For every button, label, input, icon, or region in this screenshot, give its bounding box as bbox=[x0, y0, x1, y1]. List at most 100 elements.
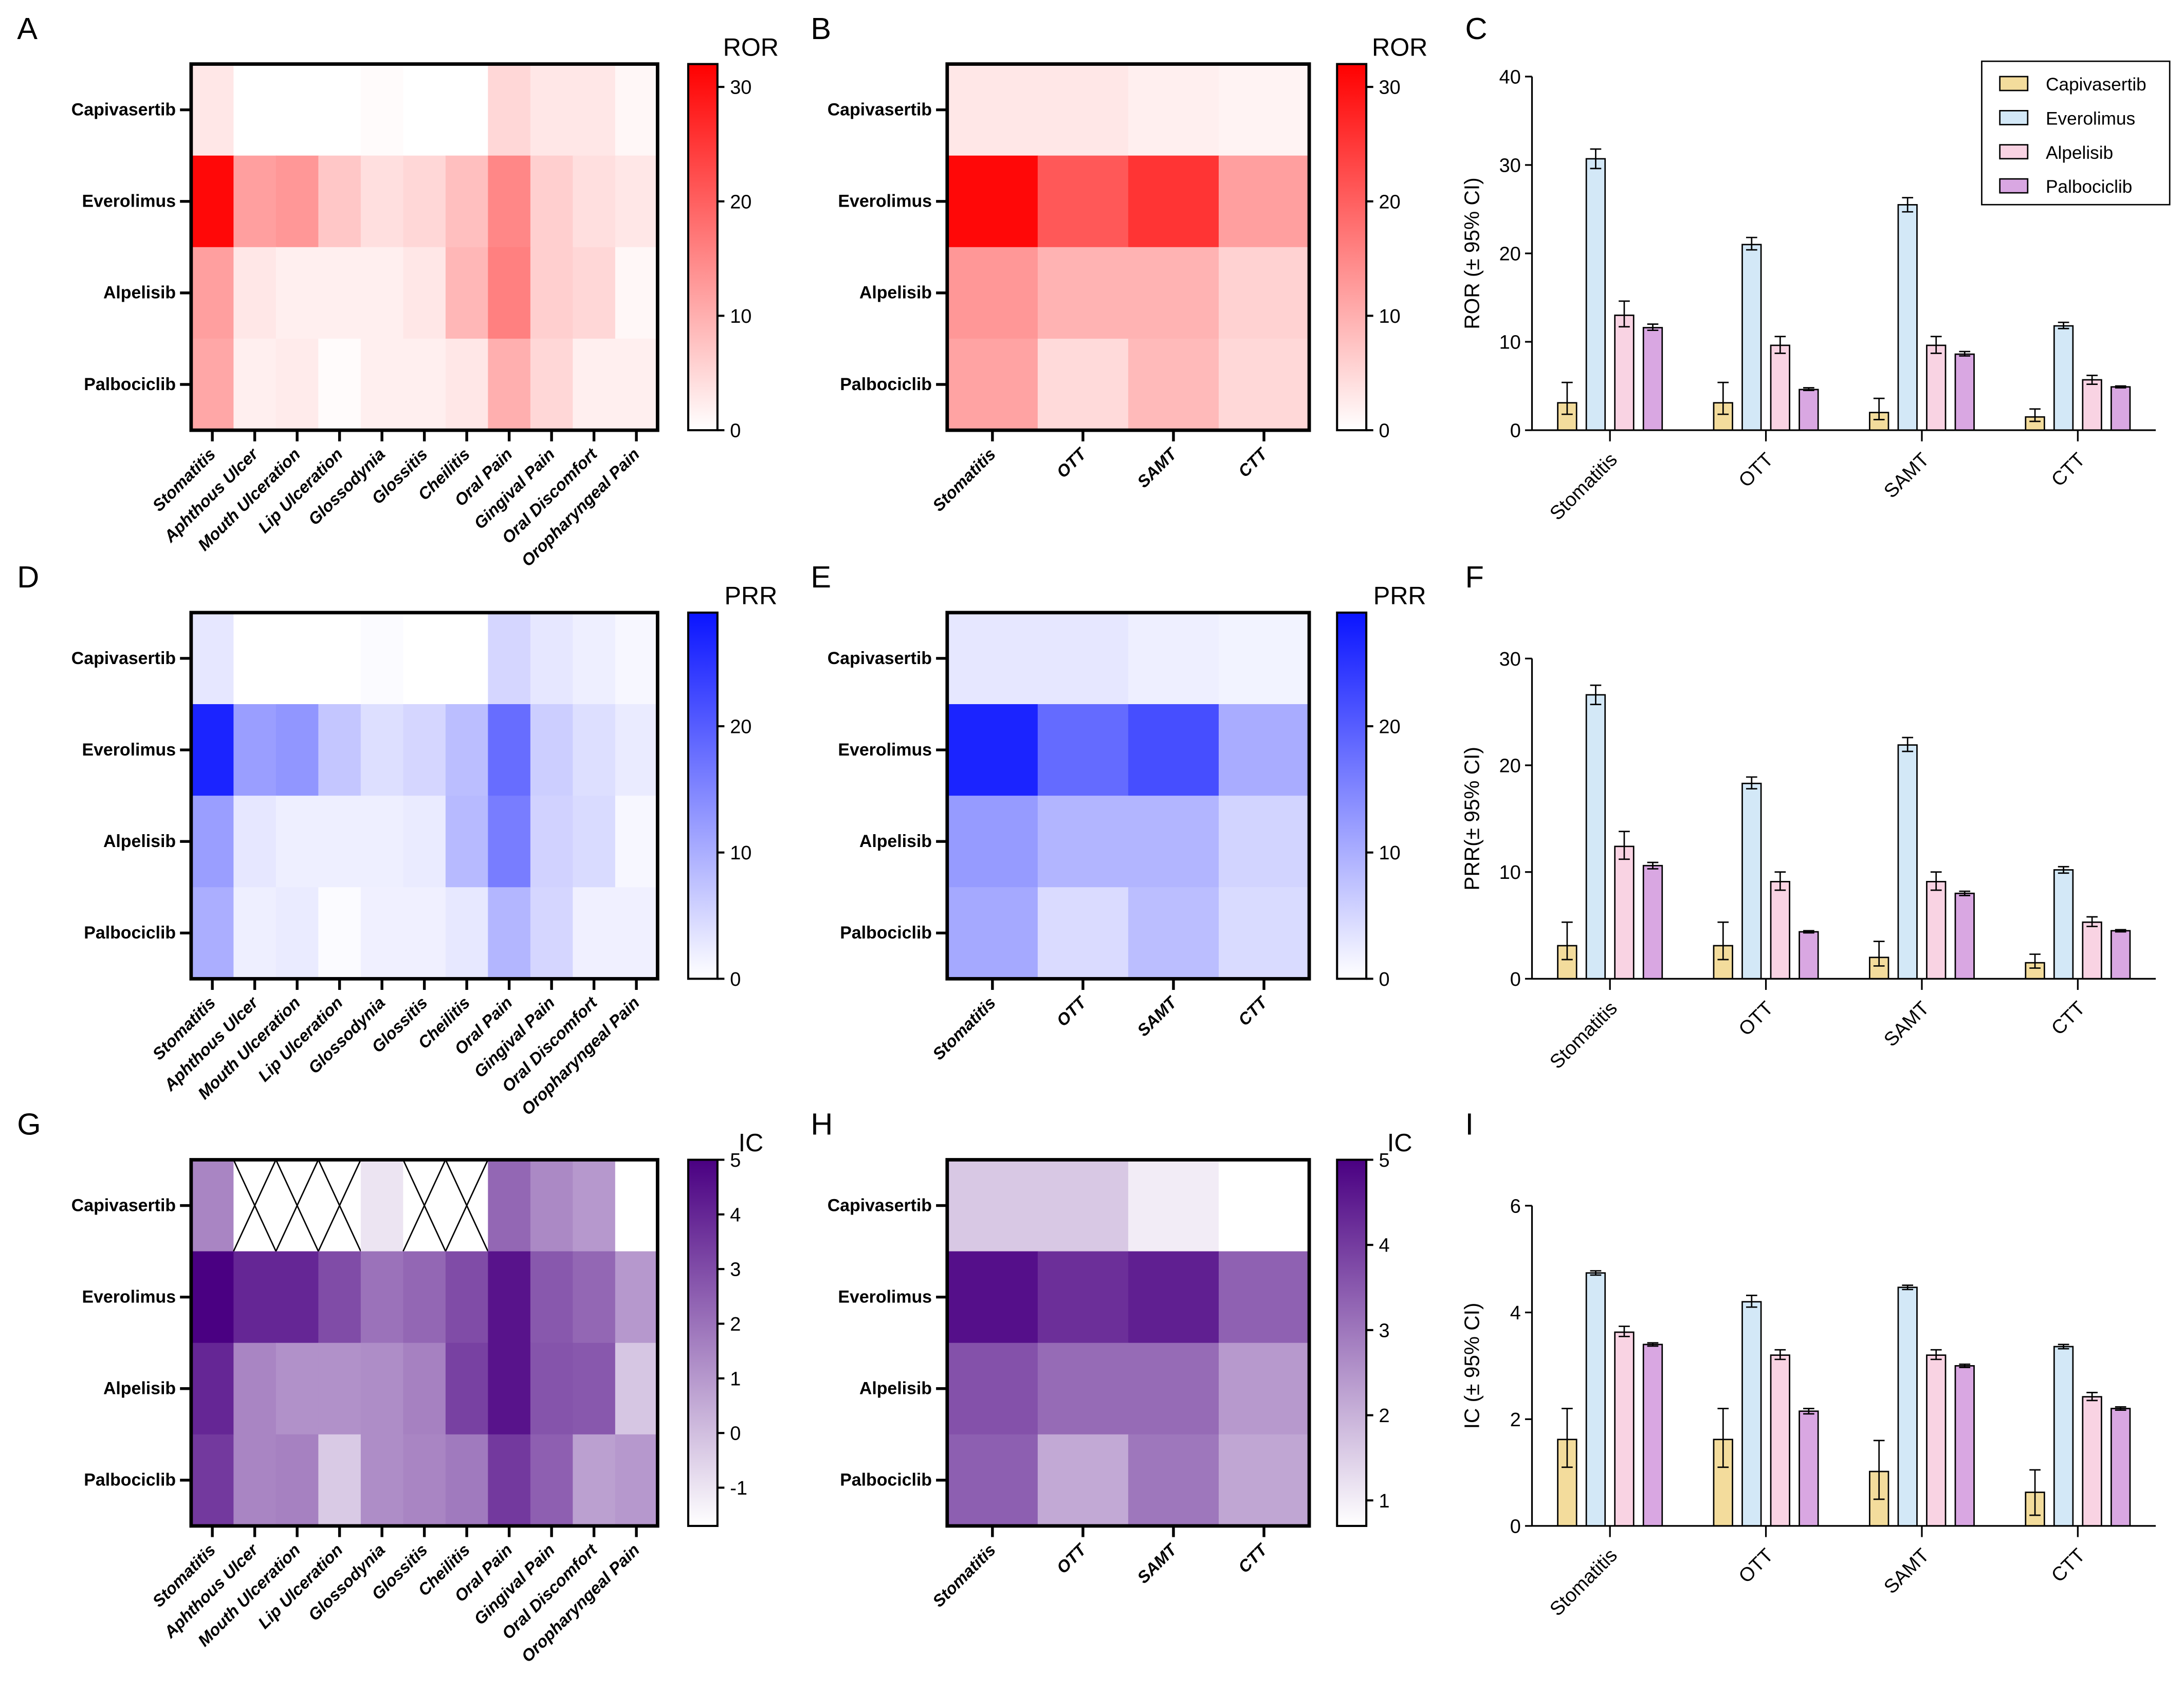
heatmap-cell bbox=[1128, 64, 1220, 157]
heatmap-cell bbox=[403, 612, 447, 705]
heatmap-cell bbox=[276, 155, 319, 248]
row-label: Capivasertib bbox=[828, 100, 932, 119]
heatmap-panel-A: Capivasertib Everolimus Alpelisib Palbocicl… bbox=[71, 33, 779, 570]
bar-alpelisib bbox=[1926, 880, 1947, 980]
bar-everolimus bbox=[1585, 158, 1606, 431]
missing-cross-line bbox=[402, 1159, 447, 1252]
heatmap-frame bbox=[945, 611, 1311, 981]
y-tick-label: 20 bbox=[1499, 756, 1521, 777]
column-label: CTT bbox=[1235, 444, 1272, 481]
heatmap-cell bbox=[573, 64, 616, 157]
heatmap-cell bbox=[318, 612, 362, 705]
x-tick-label: OTT bbox=[1735, 998, 1777, 1040]
heatmap-cell bbox=[360, 1434, 404, 1527]
heatmap-cell bbox=[191, 338, 234, 431]
heatmap-cell bbox=[615, 796, 658, 888]
heatmap-cell bbox=[191, 1160, 234, 1252]
column-label: OTT bbox=[1053, 992, 1091, 1030]
heatmap-cell bbox=[530, 247, 574, 340]
bar-panel-C: 0 10 20 30 40 Stomatitis OTT SAMT CTT ROR (± 95% … bbox=[1460, 60, 2171, 525]
heatmap-cell bbox=[318, 155, 362, 248]
panel-letter: D bbox=[17, 560, 39, 594]
heatmap-cell bbox=[947, 704, 1039, 797]
missing-cross-line bbox=[233, 1159, 277, 1252]
heatmap-cell bbox=[360, 796, 404, 888]
heatmap-cell bbox=[573, 887, 616, 980]
heatmap-cell bbox=[360, 247, 404, 340]
heatmap-cell bbox=[573, 704, 616, 797]
heatmap-cell bbox=[191, 887, 234, 980]
y-tick-label: 10 bbox=[1499, 862, 1521, 884]
heatmap-cell bbox=[573, 796, 616, 888]
y-tick-label: 0 bbox=[1510, 969, 1521, 990]
bar-everolimus bbox=[2053, 869, 2074, 980]
row-label: Alpelisib bbox=[103, 1379, 176, 1398]
y-axis-label: IC (± 95% CI) bbox=[1460, 1303, 1484, 1429]
heatmap-cell bbox=[318, 247, 362, 340]
row-label: Alpelisib bbox=[859, 1379, 932, 1398]
heatmap-cell bbox=[573, 612, 616, 705]
bar-palbociclib bbox=[2110, 1408, 2131, 1527]
heatmap-cell bbox=[191, 1342, 234, 1436]
heatmap-cell bbox=[360, 887, 404, 980]
heatmap-cell bbox=[947, 155, 1039, 248]
heatmap-cell bbox=[488, 796, 531, 888]
row-label: Alpelisib bbox=[103, 283, 176, 303]
row-label: Capivasertib bbox=[828, 649, 932, 668]
heatmap-cell bbox=[573, 1251, 616, 1344]
bar-everolimus bbox=[1897, 744, 1918, 980]
heatmap-cell bbox=[233, 155, 277, 248]
panel-letter: E bbox=[811, 560, 831, 594]
heatmap-cell bbox=[403, 796, 447, 888]
y-tick-label: 2 bbox=[1510, 1409, 1521, 1431]
bar-alpelisib bbox=[1614, 845, 1635, 980]
heatmap-cell bbox=[445, 1342, 489, 1436]
heatmap-cell bbox=[276, 338, 319, 431]
row-label: Palbociclib bbox=[84, 923, 176, 943]
row-label: Palbociclib bbox=[840, 1470, 932, 1490]
heatmap-cell bbox=[233, 1251, 277, 1344]
row-label: Everolimus bbox=[838, 1287, 932, 1306]
heatmap-cell bbox=[615, 1342, 658, 1436]
heatmap-cell bbox=[276, 612, 319, 705]
colorbar-tick-label: 5 bbox=[1379, 1150, 1390, 1171]
heatmap-cell bbox=[1037, 612, 1129, 705]
heatmap-cell bbox=[403, 704, 447, 797]
column-label: SAMT bbox=[1133, 992, 1181, 1040]
colorbar-tick-label: 0 bbox=[1379, 420, 1390, 442]
heatmap-cell bbox=[233, 796, 277, 888]
row-label: Alpelisib bbox=[859, 283, 932, 303]
heatmap-cell bbox=[1037, 1434, 1129, 1527]
legend-label: Palbociclib bbox=[2046, 177, 2132, 197]
bar-everolimus bbox=[1741, 244, 1762, 431]
heatmap-frame bbox=[945, 62, 1311, 432]
x-tick-label: CTT bbox=[2047, 998, 2089, 1040]
y-tick-label: 30 bbox=[1499, 155, 1521, 177]
heatmap-panel-G: Capivasertib Everolimus Alpelisib Palbocicl… bbox=[71, 1129, 763, 1666]
column-label: Stomatitis bbox=[929, 993, 999, 1064]
heatmap-cell bbox=[1219, 64, 1310, 157]
heatmap-cell bbox=[360, 704, 404, 797]
heatmap-cell bbox=[1037, 796, 1129, 888]
heatmap-cell bbox=[1219, 155, 1310, 248]
heatmap-cell bbox=[191, 1434, 234, 1527]
heatmap-cell bbox=[233, 1434, 277, 1527]
bar-palbociclib bbox=[1642, 864, 1663, 980]
colorbar-tick-label: -1 bbox=[730, 1478, 747, 1499]
heatmap-cell bbox=[360, 155, 404, 248]
heatmap-cell bbox=[403, 155, 447, 248]
heatmap-cell bbox=[1037, 1160, 1129, 1252]
x-tick-label: SAMT bbox=[1880, 998, 1933, 1051]
colorbar-title: ROR bbox=[1372, 33, 1427, 61]
row-label: Everolimus bbox=[82, 1287, 176, 1306]
heatmap-cell bbox=[1037, 247, 1129, 340]
heatmap-cell bbox=[360, 1160, 404, 1252]
bar-palbociclib bbox=[1954, 353, 1975, 431]
heatmap-cell bbox=[615, 247, 658, 340]
x-tick-label: OTT bbox=[1735, 449, 1777, 491]
legend-swatch bbox=[1999, 110, 2029, 125]
heatmap-cell bbox=[488, 887, 531, 980]
heatmap-cell bbox=[530, 1342, 574, 1436]
bar-alpelisib bbox=[1770, 344, 1791, 431]
heatmap-cell bbox=[1037, 338, 1129, 431]
